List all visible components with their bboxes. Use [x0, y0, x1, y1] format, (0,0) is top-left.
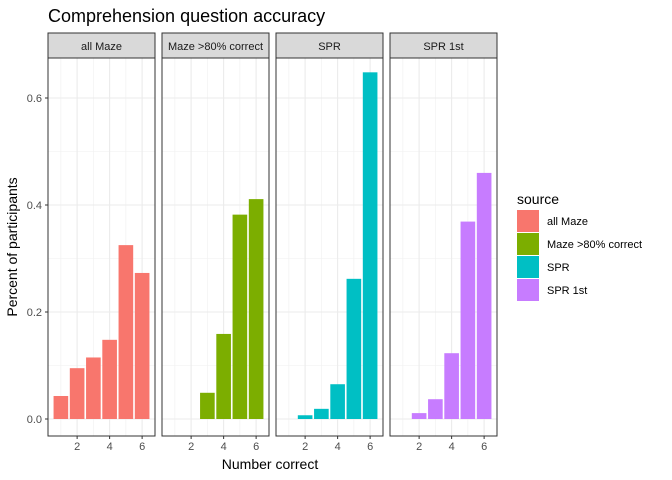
facet-strip-label: all Maze	[81, 41, 122, 53]
x-tick-label: 2	[302, 441, 308, 453]
panel-border	[275, 57, 384, 437]
panel-border	[47, 57, 156, 437]
x-tick-label: 4	[449, 441, 455, 453]
facet-strip-label: Maze >80% correct	[168, 41, 263, 53]
panel-border	[389, 57, 498, 437]
panel-border	[161, 57, 270, 437]
bar	[476, 172, 492, 419]
y-tick-label: 0.2	[27, 307, 42, 319]
y-tick-label: 0.4	[27, 200, 42, 212]
bar	[444, 353, 459, 419]
bar	[314, 408, 329, 419]
facet-strip	[389, 32, 498, 59]
bar	[53, 395, 69, 419]
bar	[232, 214, 248, 419]
x-tick-label: 2	[416, 441, 422, 453]
legend-label: SPR 1st	[547, 285, 587, 297]
panel-1: all Maze 2 4 6	[47, 32, 156, 453]
bar	[428, 399, 443, 419]
legend-key	[517, 210, 539, 232]
x-tick-label: 6	[139, 441, 145, 453]
legend-key	[517, 256, 539, 278]
x-tick-label: 2	[74, 441, 80, 453]
legend-label: all Maze	[547, 216, 588, 228]
x-tick-label: 6	[481, 441, 487, 453]
bar	[102, 339, 117, 419]
x-tick-label: 6	[367, 441, 373, 453]
bar	[346, 278, 362, 419]
y-axis: 0.0 0.2 0.4 0.6	[27, 93, 48, 426]
chart-title: Comprehension question accuracy	[48, 6, 325, 26]
legend-key	[517, 279, 539, 301]
x-tick-label: 4	[107, 441, 113, 453]
x-tick-label: 2	[188, 441, 194, 453]
bar	[362, 72, 378, 419]
bar	[460, 221, 476, 419]
bar	[248, 199, 264, 419]
y-axis-title: Percent of participants	[4, 177, 20, 316]
y-tick-label: 0.0	[27, 414, 42, 426]
bar	[297, 415, 313, 419]
y-tick-label: 0.6	[27, 93, 42, 105]
x-tick-label: 4	[335, 441, 341, 453]
bar	[134, 272, 150, 419]
bar	[330, 384, 345, 419]
x-axis-title: Number correct	[222, 456, 319, 472]
legend: source all Maze Maze >80% correct SPR SPR 1…	[517, 191, 642, 301]
facet-strip-label: SPR 1st	[423, 41, 463, 53]
bar	[69, 368, 85, 419]
legend-label: Maze >80% correct	[547, 239, 642, 251]
panel-2: Maze >80% correct 2 4 6	[161, 32, 270, 453]
x-tick-label: 4	[221, 441, 227, 453]
bar	[200, 392, 215, 419]
facet-strip	[275, 32, 384, 59]
panel-4: SPR 1st 2 4 6	[389, 32, 498, 453]
facet-strip-label: SPR	[318, 41, 341, 53]
bar	[118, 245, 134, 419]
facet-strip	[47, 32, 156, 59]
bar	[86, 357, 101, 419]
legend-key	[517, 233, 539, 255]
x-tick-label: 6	[253, 441, 259, 453]
bar	[216, 333, 231, 419]
legend-label: SPR	[547, 262, 570, 274]
panel-3: SPR 2 4 6	[275, 32, 384, 453]
legend-title: source	[517, 191, 559, 207]
bar	[411, 413, 427, 419]
